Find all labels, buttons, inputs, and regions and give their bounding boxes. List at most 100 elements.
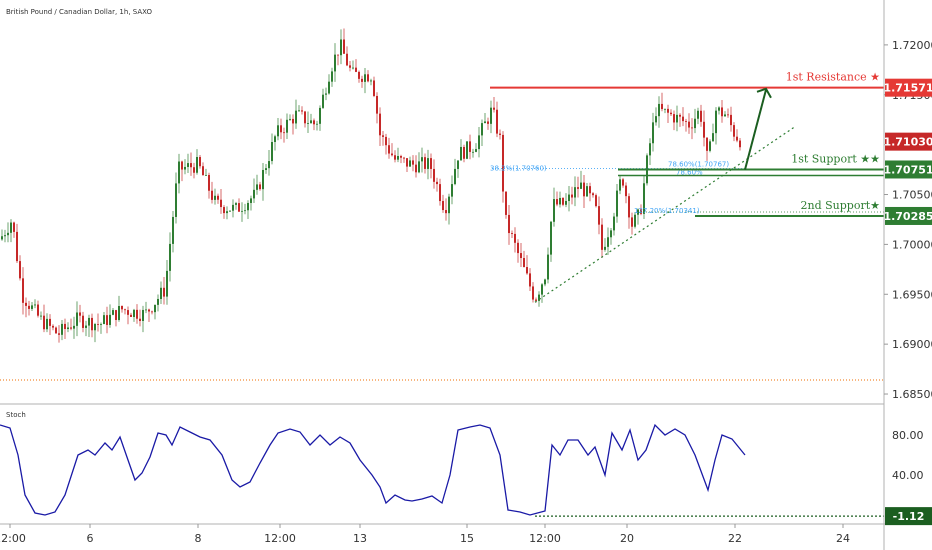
level-badge [885, 160, 932, 179]
level-badge [885, 78, 932, 97]
candle-body [508, 214, 510, 234]
fib-label: 78.60% [676, 169, 703, 177]
candle-body [580, 182, 582, 189]
candle-body [262, 169, 264, 190]
candle-body [310, 120, 312, 124]
candle-body [373, 80, 375, 96]
candle-body [169, 243, 171, 271]
candle-body [256, 184, 258, 190]
candle-body [376, 95, 378, 114]
candle-body [658, 103, 660, 117]
candle-body [19, 261, 21, 279]
candle-body [661, 103, 663, 110]
candle-body [427, 158, 429, 169]
candle-body [469, 141, 471, 152]
candle-body [472, 151, 474, 153]
current-price-badge [885, 132, 932, 151]
candle-body [139, 318, 141, 321]
candle-body [7, 232, 9, 236]
candle-body [106, 315, 108, 325]
candle-body [655, 116, 657, 123]
candle-body [589, 186, 591, 194]
candle-body [565, 200, 567, 205]
candle-body [64, 323, 66, 330]
level-badge-text: 1.71571 [883, 82, 932, 95]
candle-body [274, 136, 276, 143]
candle-body [94, 324, 96, 331]
candle-body [592, 193, 594, 196]
level-badge-text: 1.70285 [883, 210, 932, 223]
candle-body [127, 310, 129, 315]
candle-body [715, 110, 717, 134]
y-tick-label: 1.70500 [892, 189, 932, 202]
candle-body [175, 183, 177, 217]
candle-body [649, 143, 651, 156]
candle-body [391, 153, 393, 156]
candle-body [709, 141, 711, 151]
candle-body [628, 196, 630, 218]
candle-body [223, 207, 225, 214]
candle-body [718, 107, 720, 111]
candle-body [409, 160, 411, 167]
candle-body [370, 80, 372, 82]
candle-body [529, 273, 531, 287]
candle-body [544, 279, 546, 285]
candle-body [388, 145, 390, 154]
candle-body [187, 163, 189, 167]
candle-body [247, 202, 249, 211]
candle-body [739, 140, 741, 148]
candle-body [445, 210, 447, 214]
candle-body [550, 221, 552, 255]
x-tick-label: 6 [87, 532, 94, 545]
candle-body [133, 309, 135, 317]
candle-body [280, 125, 282, 133]
candle-body [724, 114, 726, 117]
candle-body [523, 258, 525, 268]
candle-body [520, 253, 522, 259]
candle-body [457, 160, 459, 169]
level-annotation-label: 2nd Support★ [801, 199, 881, 212]
level-badge-text: 1.70751 [883, 163, 932, 176]
chart-title: British Pound / Canadian Dollar, 1h, SAX… [6, 8, 152, 16]
candle-body [466, 141, 468, 159]
candle-body [145, 309, 147, 311]
candle-body [157, 298, 159, 305]
candle-body [493, 107, 495, 110]
candle-body [382, 135, 384, 137]
candle-body [559, 197, 561, 205]
candle-body [196, 157, 198, 173]
candle-body [46, 318, 48, 330]
candle-body [475, 149, 477, 152]
x-tick-label: 8 [195, 532, 202, 545]
candle-body [634, 214, 636, 227]
candle-body [142, 309, 144, 321]
candle-body [484, 121, 486, 124]
candle-body [607, 237, 609, 247]
candle-body [31, 305, 33, 309]
candle-body [268, 161, 270, 169]
candle-body [541, 284, 543, 295]
candle-body [148, 309, 150, 312]
candle-body [736, 136, 738, 141]
candle-body [394, 155, 396, 160]
candle-body [235, 203, 237, 205]
candle-body [613, 216, 615, 231]
candle-body [643, 183, 645, 214]
candle-body [250, 198, 252, 203]
candle-body [202, 166, 204, 176]
candle-body [442, 201, 444, 211]
candle-body [622, 179, 624, 186]
candle-body [556, 199, 558, 205]
candle-body [67, 327, 69, 330]
candle-body [151, 311, 153, 313]
stoch-panel [0, 423, 884, 517]
candle-body [136, 309, 138, 319]
level-badge [885, 206, 932, 225]
candle-body [421, 157, 423, 162]
candle-body [91, 317, 93, 331]
candle-body [706, 137, 708, 151]
candle-body [532, 286, 534, 300]
candle-body [586, 186, 588, 197]
